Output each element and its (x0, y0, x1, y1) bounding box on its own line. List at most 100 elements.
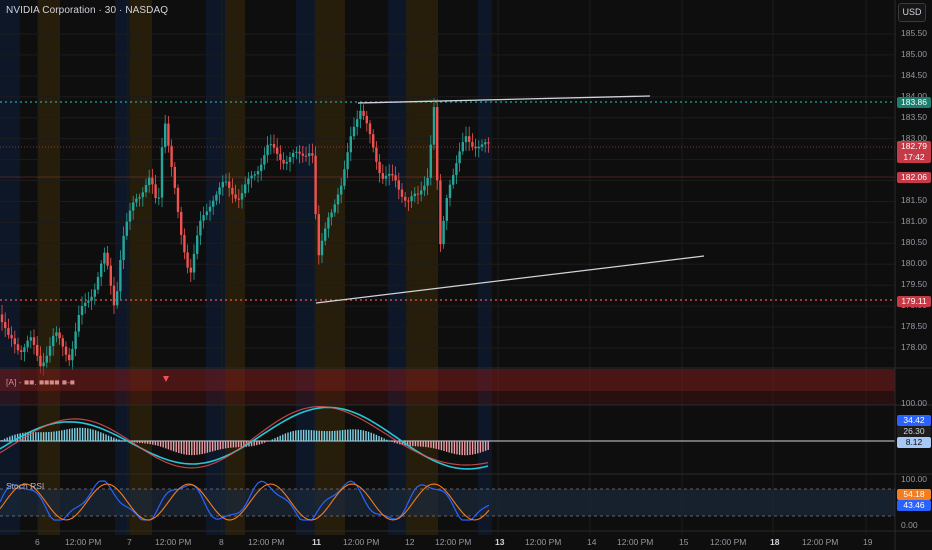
candle-body (71, 348, 74, 361)
symbol-title[interactable]: NVIDIA Corporation · 30 · NASDAQ (6, 5, 169, 16)
session-band (115, 0, 130, 535)
candle-body (263, 155, 266, 165)
candle-body (416, 193, 420, 195)
candle-body (368, 123, 372, 135)
macd-line (0, 406, 489, 470)
candle-body (394, 175, 397, 181)
candle-body (132, 202, 135, 211)
candle-body (74, 331, 77, 349)
candle-body (468, 136, 471, 142)
trendline-upper (357, 95, 651, 104)
time-tick-label: 12:00 PM (248, 537, 285, 547)
candle-body (212, 200, 215, 207)
signal-indicator-label[interactable]: [A] - ■■. ■■■■ ■-■ (6, 377, 75, 387)
candle-body (413, 193, 416, 197)
candle-body (26, 340, 29, 348)
candle-body (180, 211, 183, 235)
candle-body (266, 144, 269, 156)
candle-body (336, 194, 340, 205)
candle-body (400, 189, 404, 197)
candle-body (199, 220, 202, 236)
candle-body (103, 252, 106, 264)
stoch-rsi-label[interactable]: Stoch RSI (6, 481, 45, 491)
candle-body (228, 181, 231, 188)
candle-body (250, 175, 253, 179)
candle-body (16, 344, 20, 351)
candle-body (247, 178, 250, 185)
candle-body (404, 196, 407, 201)
price-tag-value: 182.79 (901, 141, 927, 151)
candle-body (375, 147, 378, 162)
time-tick-label: 18 (770, 537, 780, 547)
indicator-axis-label: 100.00 (901, 398, 927, 408)
signal-arrow-down (163, 376, 169, 382)
signal-band-lower (0, 391, 895, 405)
candle-body (288, 157, 292, 162)
session-band (406, 0, 438, 535)
candle-body (356, 119, 359, 127)
candle-body (93, 289, 96, 297)
price-tick-label: 185.50 (901, 28, 927, 38)
indicator-axis-label: 100.00 (901, 474, 927, 484)
session-band (296, 0, 315, 535)
price-tag-support: 179.11 (897, 296, 931, 307)
candle-body (218, 187, 221, 195)
currency-button[interactable]: USD (898, 3, 926, 22)
macd-value-tag: 26.30 (897, 426, 931, 437)
candle-body (39, 355, 42, 367)
candle-body (484, 142, 487, 145)
price-tag-resistance: 183.86 (897, 97, 931, 108)
candle-body (352, 126, 356, 137)
price-tick-label: 184.00 (901, 90, 927, 101)
candle-body (343, 169, 346, 186)
candle-body (362, 110, 365, 116)
time-tick-label: 12 (405, 537, 415, 547)
candle-body (58, 332, 61, 339)
candle-body (429, 144, 432, 178)
macd-signal-line (0, 405, 489, 469)
candle-body (384, 175, 388, 179)
candle-body (237, 198, 240, 200)
stoch-d-tag: 43.46 (897, 500, 931, 511)
stoch-k-line (0, 480, 490, 521)
candle-body (388, 173, 391, 176)
session-band (225, 0, 245, 535)
time-tick-label: 12:00 PM (525, 537, 562, 547)
trendline-lower (315, 255, 705, 304)
candle-body (205, 211, 208, 216)
session-band (0, 0, 20, 535)
time-tick-label: 7 (127, 537, 132, 547)
time-tick-label: 12:00 PM (155, 537, 192, 547)
candle-body (448, 184, 452, 199)
candle-body (183, 234, 186, 253)
candle-body (116, 291, 119, 306)
candle-body (164, 123, 167, 148)
candle-body (276, 147, 279, 154)
session-band (478, 0, 492, 535)
candle-body (208, 206, 212, 212)
candle-body (420, 190, 423, 195)
price-tick-label: 180.00 (901, 258, 927, 269)
price-tag-level-mid: 182.06 (897, 172, 931, 183)
candle-body (144, 185, 148, 193)
time-tick-label: 15 (679, 537, 689, 547)
candle-body (464, 136, 468, 143)
candle-body (0, 314, 4, 323)
price-tag-value: 183.86 (901, 97, 927, 107)
price-tick-label: 178.00 (901, 342, 927, 352)
candle-body (346, 152, 349, 170)
candle-body (260, 164, 263, 172)
candle-body (480, 144, 484, 147)
candle-body (154, 184, 157, 199)
candle-body (253, 174, 256, 176)
candle-body (170, 145, 173, 167)
candle-body (4, 322, 7, 329)
price-tick-label: 184.50 (901, 69, 927, 80)
candle-body (52, 335, 55, 347)
candle-body (64, 346, 68, 355)
price-tick-label: 183.00 (901, 132, 927, 143)
candle-body (298, 151, 301, 154)
candle-body (436, 107, 439, 181)
candle-body (439, 180, 442, 245)
